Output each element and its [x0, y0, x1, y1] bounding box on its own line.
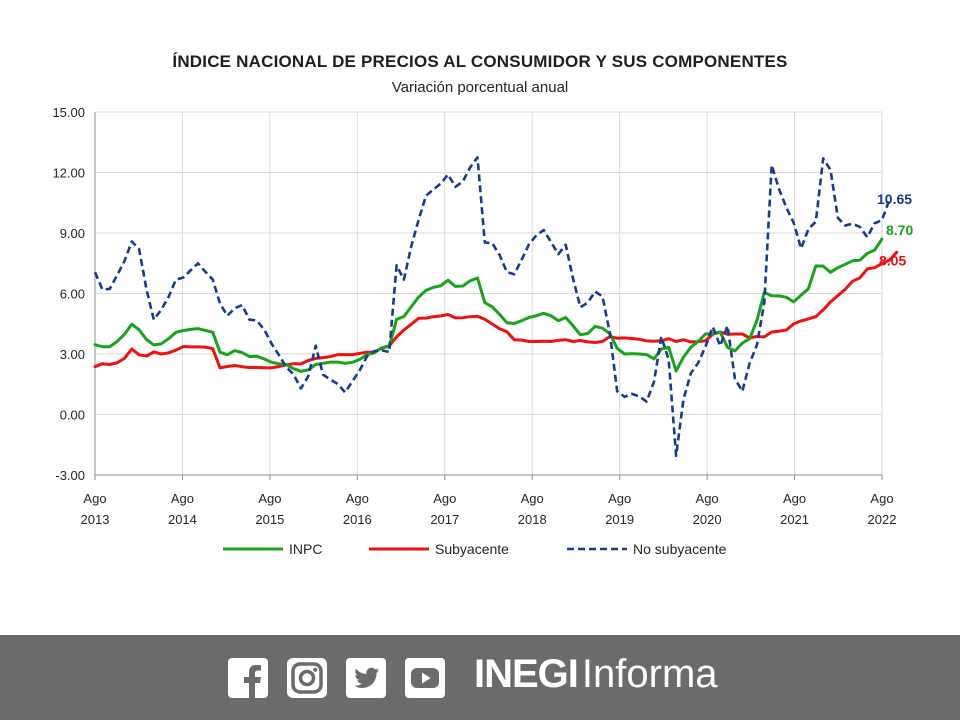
y-tick-label: 6.00: [60, 287, 85, 302]
end-data-label: 10.65: [877, 191, 912, 207]
end-data-label: 8.70: [886, 222, 913, 238]
x-tick-label-month: Ago: [783, 491, 806, 506]
y-tick-label: 3.00: [60, 347, 85, 362]
y-tick-label: -3.00: [55, 468, 85, 483]
x-tick-label-year: 2022: [868, 512, 897, 527]
x-tick-label-year: 2014: [168, 512, 197, 527]
x-tick-label-year: 2021: [780, 512, 809, 527]
brand-informa: Informa: [581, 652, 718, 696]
x-tick-label-year: 2020: [693, 512, 722, 527]
x-tick-label-month: Ago: [346, 491, 369, 506]
inegi-informa-logo: INEGI Informa: [474, 652, 718, 702]
y-tick-label: 15.00: [52, 105, 85, 120]
x-tick-label-month: Ago: [258, 491, 281, 506]
line-chart: 15.00 12.00 9.00 6.00 3.00 0.00 -3.00 Ago 2013 Ag…: [52, 105, 913, 557]
end-data-label: 8.05: [879, 252, 906, 268]
y-tick-label: 0.00: [60, 408, 85, 423]
x-tick-label-month: Ago: [83, 491, 106, 506]
chart-area: ÍNDICE NACIONAL DE PRECIOS AL CONSUMIDOR…: [52, 52, 913, 557]
x-tick-label-year: 2016: [343, 512, 372, 527]
x-tick-label-month: Ago: [870, 491, 893, 506]
brand-inegi: INEGI: [474, 652, 579, 696]
x-tick-label-month: Ago: [696, 491, 719, 506]
x-tick-label-year: 2015: [255, 512, 284, 527]
x-tick-label-month: Ago: [433, 491, 456, 506]
twitter-icon[interactable]: [346, 658, 386, 698]
footer-bar: [0, 635, 960, 720]
legend-item: No subyacente: [567, 541, 727, 557]
legend-item: Subyacente: [369, 541, 509, 557]
legend-label: No subyacente: [633, 541, 727, 557]
youtube-icon[interactable]: [405, 658, 445, 698]
legend-item: INPC: [223, 541, 322, 557]
legend-label: Subyacente: [435, 541, 509, 557]
x-tick-label-month: Ago: [608, 491, 631, 506]
x-tick-label-year: 2019: [605, 512, 634, 527]
x-tick-label-month: Ago: [521, 491, 544, 506]
series-line-no-subyacente: [93, 156, 891, 458]
y-tick-label: 12.00: [52, 166, 85, 181]
x-tick-label-year: 2017: [430, 512, 459, 527]
y-tick-label: 9.00: [60, 226, 85, 241]
chart-subtitle: Variación porcentual anual: [391, 79, 569, 96]
x-tick-label-year: 2018: [518, 512, 547, 527]
instagram-icon[interactable]: [287, 658, 327, 698]
facebook-icon[interactable]: [228, 658, 268, 698]
x-tick-label-year: 2013: [81, 512, 110, 527]
series-line-subyacente: [93, 250, 899, 370]
x-tick-label-month: Ago: [171, 491, 194, 506]
series-line-inpc: [93, 237, 884, 373]
chart-title: ÍNDICE NACIONAL DE PRECIOS AL CONSUMIDOR…: [172, 52, 788, 71]
legend-label: INPC: [289, 541, 322, 557]
